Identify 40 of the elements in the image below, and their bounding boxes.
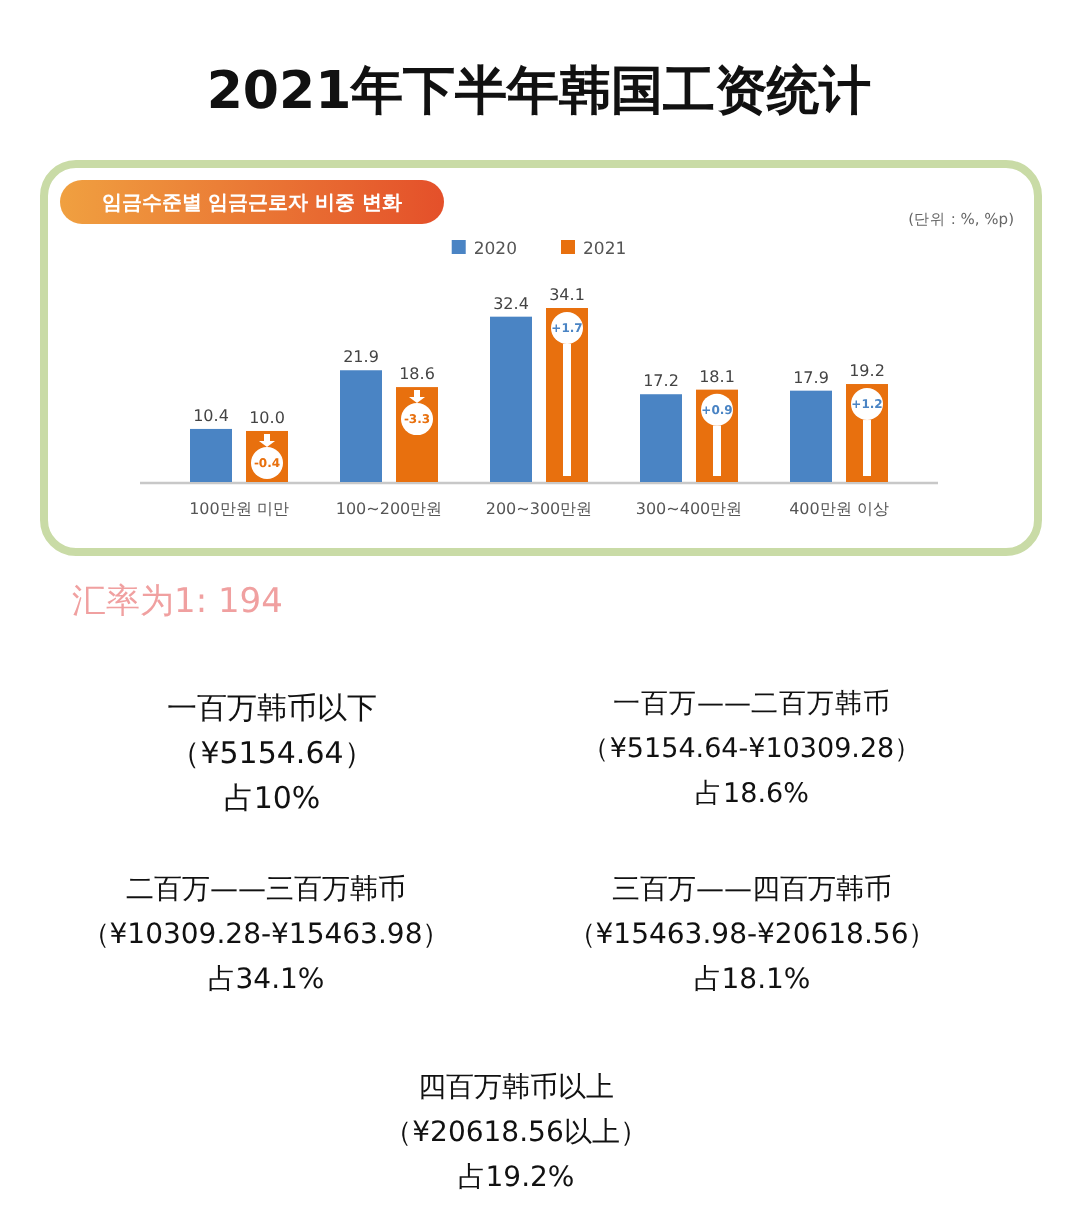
text: 四百万韩币以上 <box>418 1072 614 1104</box>
data-label: 32.4 <box>493 294 529 313</box>
bar <box>790 390 832 482</box>
data-label: 10.4 <box>193 406 229 425</box>
text: 占18.1% <box>693 964 811 996</box>
x-tick-label: 300~400만원 <box>635 500 743 518</box>
data-label: 18.1 <box>699 367 735 386</box>
text: 汇率为1: 194 <box>72 582 283 622</box>
bar <box>640 394 682 482</box>
x-tick-label: 200~300만원 <box>485 500 593 518</box>
x-tick-label: 100만원 미만 <box>189 500 289 518</box>
x-tick-label: 100~200만원 <box>335 500 443 518</box>
text: 三百万——四百万韩币 <box>612 874 892 906</box>
chart-subtitle: 임금수준별 임금근로자 비중 변화 <box>101 193 403 215</box>
text: 占18.6% <box>695 778 810 810</box>
text: 二百万——三百万韩币 <box>126 874 406 906</box>
bar <box>190 428 232 482</box>
data-label: 17.2 <box>643 372 679 391</box>
text: 占10% <box>223 780 321 816</box>
legend-label: 2021 <box>583 240 627 260</box>
text: 占34.1% <box>207 964 325 996</box>
text: （¥10309.28-¥15463.98） <box>81 919 451 951</box>
data-label: 19.2 <box>849 362 885 381</box>
text: 占19.2% <box>457 1162 575 1194</box>
text: 一百万——二百万韩币 <box>613 688 891 720</box>
legend-label: 2020 <box>473 240 517 260</box>
text: （¥5154.64-¥10309.28） <box>581 733 923 765</box>
bar <box>490 316 532 482</box>
data-label: 17.9 <box>793 368 829 387</box>
data-label: 34.1 <box>549 286 585 304</box>
text: （¥20618.56以上） <box>384 1117 648 1149</box>
chart-title: 2021年下半年韩国工资统计 <box>206 62 872 122</box>
text: （¥5154.64） <box>170 735 374 771</box>
data-label: 21.9 <box>343 348 379 367</box>
data-label: 18.6 <box>399 365 435 384</box>
x-tick-label: 400만원 이상 <box>789 500 889 518</box>
data-label: 10.0 <box>249 408 285 427</box>
text: （¥15463.98-¥20618.56） <box>567 919 937 951</box>
bar <box>340 370 382 482</box>
text: 一百万韩币以下 <box>167 690 377 726</box>
